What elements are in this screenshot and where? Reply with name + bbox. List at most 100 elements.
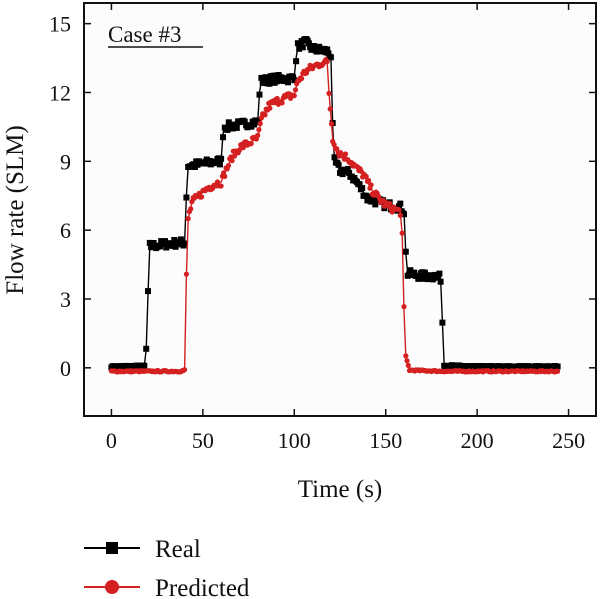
data-point-real — [183, 194, 190, 201]
data-point-real — [296, 45, 303, 52]
y-tick-label: 6 — [60, 218, 71, 243]
data-point-real — [324, 46, 331, 53]
data-point-real — [365, 193, 372, 200]
data-point-predicted — [405, 362, 411, 368]
data-point-predicted — [222, 173, 228, 179]
data-point-real — [150, 240, 157, 246]
data-point-predicted — [331, 142, 337, 148]
data-point-predicted — [387, 200, 393, 206]
data-point-real — [293, 58, 300, 65]
data-point-predicted — [404, 358, 410, 364]
y-tick-label: 0 — [60, 356, 71, 381]
data-point-real — [220, 134, 226, 141]
y-tick-label: 12 — [49, 80, 71, 105]
y-tick-label: 3 — [60, 287, 71, 312]
data-point-real — [554, 363, 561, 370]
data-point-real — [437, 278, 444, 285]
data-point-predicted — [262, 112, 268, 118]
x-tick-label: 0 — [106, 428, 117, 453]
data-point-real — [256, 91, 263, 98]
data-point-predicted — [188, 206, 194, 212]
data-point-predicted — [292, 87, 299, 93]
data-point-predicted — [326, 90, 332, 96]
data-point-real — [397, 200, 404, 207]
data-point-real — [143, 345, 150, 352]
data-point-predicted — [401, 304, 407, 310]
data-point-predicted — [248, 141, 254, 147]
data-point-predicted — [182, 367, 188, 373]
data-point-real — [359, 185, 366, 192]
x-tick-label: 50 — [192, 428, 214, 453]
data-point-real — [299, 44, 306, 51]
data-point-real — [266, 80, 273, 87]
data-point-real — [331, 154, 338, 161]
data-point-predicted — [256, 127, 262, 133]
data-point-predicted — [183, 271, 189, 277]
data-point-real — [421, 269, 428, 276]
data-point-real — [436, 270, 443, 277]
data-point-real — [254, 117, 261, 124]
data-point-real — [310, 43, 317, 49]
data-point-real — [216, 161, 223, 168]
x-tick-label: 250 — [552, 428, 585, 453]
data-point-predicted — [257, 121, 263, 127]
data-point-predicted — [255, 132, 261, 138]
data-point-real — [141, 362, 148, 369]
data-point-predicted — [225, 162, 232, 169]
data-point-real — [213, 159, 220, 166]
data-point-real — [327, 54, 334, 61]
x-tick-label: 150 — [369, 428, 402, 453]
data-point-real — [346, 169, 353, 176]
data-point-predicted — [366, 177, 372, 184]
data-point-real — [265, 77, 271, 84]
data-point-predicted — [274, 95, 280, 102]
data-point-real — [411, 269, 418, 276]
data-point-predicted — [324, 58, 330, 65]
data-point-predicted — [334, 146, 340, 152]
y-tick-label: 9 — [60, 149, 71, 174]
data-point-predicted — [368, 182, 374, 188]
data-point-real — [335, 161, 342, 168]
data-point-real — [278, 74, 285, 81]
legend-label-real: Real — [155, 536, 201, 563]
data-point-predicted — [199, 194, 205, 200]
data-point-predicted — [232, 153, 238, 159]
data-point-predicted — [403, 353, 409, 359]
data-point-real — [285, 79, 291, 86]
series-predicted — [108, 57, 561, 375]
data-point-real — [325, 50, 332, 57]
data-point-predicted — [397, 212, 403, 218]
data-point-real — [146, 239, 153, 246]
data-point-predicted — [328, 121, 335, 127]
data-point-real — [145, 288, 151, 295]
data-point-real — [344, 165, 351, 172]
data-point-real — [427, 272, 434, 279]
legend-label-predicted: Predicted — [155, 575, 250, 599]
data-point-real — [291, 77, 298, 84]
data-point-real — [241, 118, 248, 125]
data-point-predicted — [258, 115, 264, 121]
data-point-real — [232, 121, 239, 128]
legend: Real Predicted — [84, 536, 250, 599]
legend-marker-predicted — [105, 580, 119, 594]
data-point-real — [435, 274, 442, 280]
case-label: Case #3 — [108, 22, 181, 47]
data-point-predicted — [229, 158, 235, 164]
data-point-predicted — [267, 105, 273, 111]
data-point-predicted — [327, 106, 333, 112]
x-tick-label: 200 — [461, 428, 494, 453]
data-point-real — [372, 201, 379, 208]
data-point-real — [171, 237, 178, 243]
data-point-predicted — [218, 183, 224, 189]
data-point-real — [401, 211, 407, 218]
series-layer — [108, 36, 561, 375]
x-tick-label: 100 — [278, 428, 311, 453]
x-axis-label: Time (s) — [298, 476, 383, 503]
series-real — [108, 36, 561, 371]
data-point-predicted — [291, 93, 297, 99]
data-point-real — [305, 40, 312, 47]
data-point-predicted — [363, 173, 369, 180]
data-point-real — [439, 319, 446, 326]
data-point-real — [181, 240, 188, 247]
